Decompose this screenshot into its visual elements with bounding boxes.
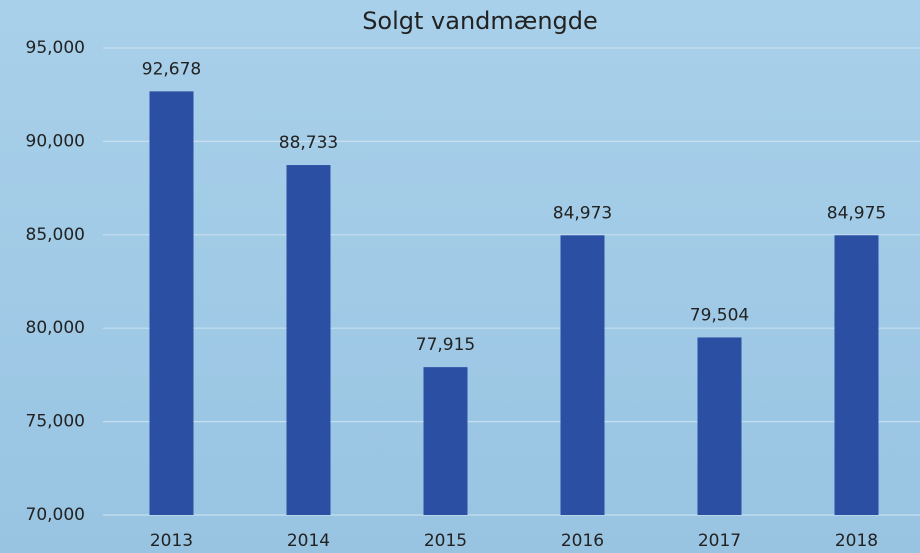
- x-tick-label: 2017: [698, 531, 741, 551]
- x-tick-label: 2018: [835, 531, 878, 551]
- y-tick-label: 90,000: [26, 131, 85, 151]
- bar: [834, 235, 879, 515]
- x-tick-label: 2015: [424, 531, 467, 551]
- x-tick-label: 2013: [150, 531, 193, 551]
- chart-title: Solgt vandmængde: [362, 7, 598, 35]
- y-tick-label: 75,000: [26, 412, 85, 432]
- y-tick-label: 80,000: [26, 318, 85, 338]
- data-label: 77,915: [416, 335, 475, 355]
- bar: [149, 91, 194, 515]
- x-tick-label: 2016: [561, 531, 604, 551]
- data-label: 88,733: [279, 133, 338, 153]
- bar: [286, 165, 331, 515]
- y-tick-label: 85,000: [26, 225, 85, 245]
- y-tick-label: 95,000: [26, 38, 85, 58]
- data-label: 92,678: [142, 59, 201, 79]
- data-label: 84,975: [827, 203, 886, 223]
- y-tick-label: 70,000: [26, 505, 85, 525]
- bar: [560, 235, 605, 515]
- bar: [697, 337, 742, 515]
- data-label: 84,973: [553, 203, 612, 223]
- bar: [423, 367, 468, 515]
- x-tick-label: 2014: [287, 531, 330, 551]
- data-label: 79,504: [690, 305, 749, 325]
